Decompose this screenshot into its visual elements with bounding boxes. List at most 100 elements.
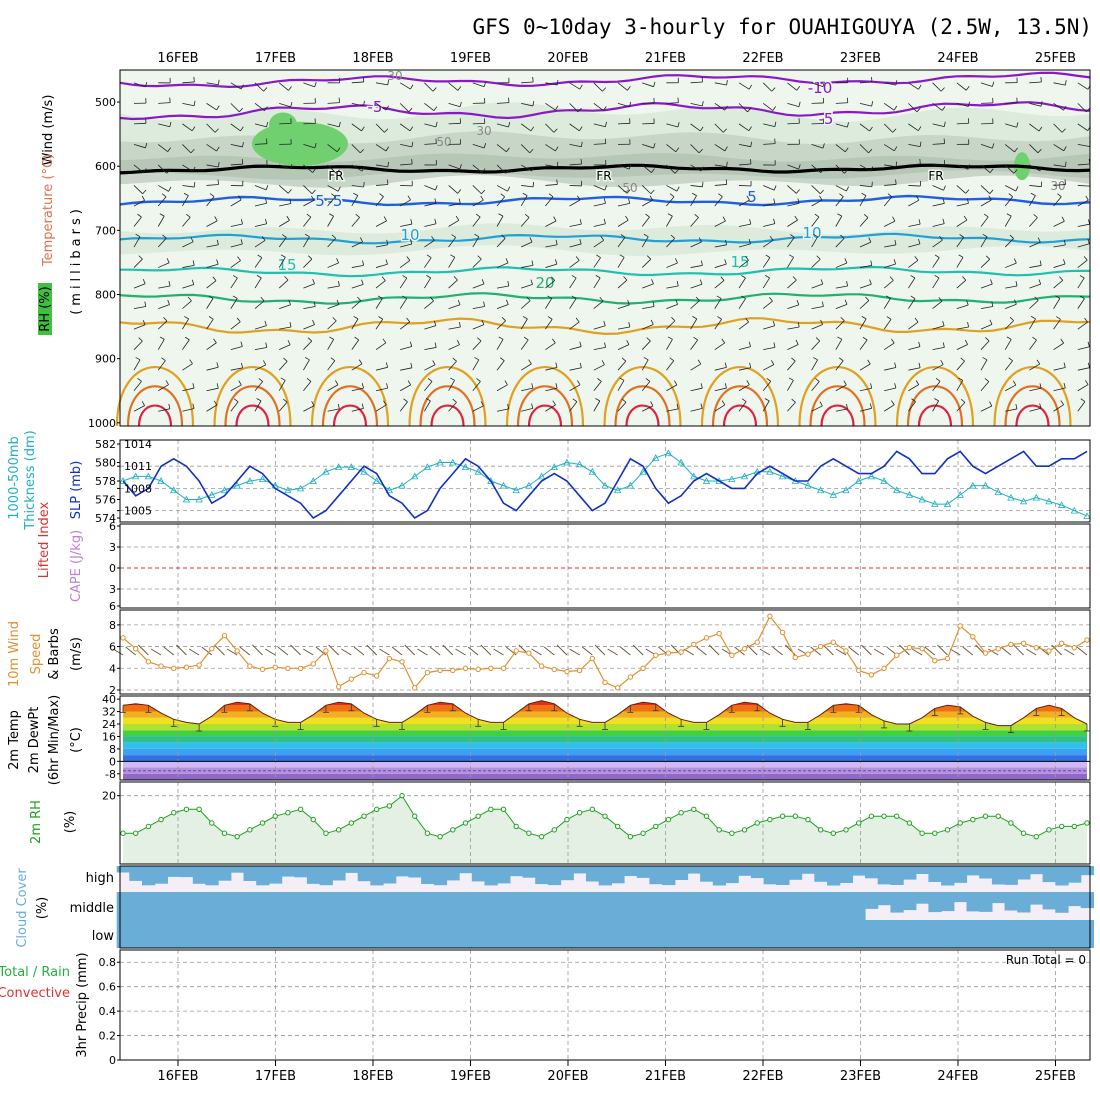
cloud-bar (522, 920, 536, 948)
wind-barb-flag (213, 338, 217, 343)
cloud-bar (801, 866, 815, 874)
wind-barb-flag (335, 380, 339, 385)
wind-barb-flag (548, 193, 554, 197)
wind-barb-flag (1055, 295, 1061, 299)
wind-speed-marker (640, 665, 646, 671)
wind-barb (593, 185, 606, 191)
wind-barb-flag (501, 317, 506, 322)
wind-barb (987, 648, 999, 656)
rh-marker (716, 827, 722, 833)
wind-barb (448, 219, 460, 227)
wind-barb (811, 324, 823, 330)
wind-barb-flag (555, 383, 558, 389)
wind-barb-flag (430, 296, 434, 302)
wind-barb-flag (885, 295, 891, 299)
wind-barb (1053, 196, 1062, 207)
cloud-bar (357, 920, 371, 948)
wind-barb (375, 404, 387, 412)
wind-barb-flag (646, 255, 652, 260)
wind-barb-flag (911, 398, 916, 402)
surface-temp-arch (993, 365, 1072, 427)
wind-barb-flag (645, 378, 651, 382)
wind-barb (617, 185, 628, 194)
wind-barb-flag (773, 218, 776, 224)
wind-barb (835, 144, 846, 153)
wind-barb (569, 277, 577, 289)
wind-barb (424, 277, 432, 289)
wind-barb (448, 326, 461, 330)
wind-barb-flag (990, 279, 993, 285)
wind-barb (593, 364, 605, 371)
wind-barb-flag (891, 400, 895, 405)
wind-barb (424, 185, 436, 191)
wind-barb-flag (604, 185, 608, 191)
contour-label: -5 (368, 98, 383, 116)
wind-barb-flag (699, 126, 704, 132)
wind-barb (962, 646, 974, 656)
wind-barb-flag (500, 193, 505, 198)
wind-barb-flag (410, 362, 413, 368)
wind-speed-marker (513, 648, 519, 654)
cloud-bar (700, 920, 714, 948)
cloud-bar (560, 892, 574, 920)
upper-tick-label: 600 (95, 160, 116, 173)
wind-barb-flag (595, 398, 601, 402)
wind-barb-flag (522, 192, 528, 196)
wind-barb (375, 366, 388, 371)
wind-speed-marker (323, 648, 329, 654)
wind-barb (328, 644, 339, 656)
cloud-bar (497, 892, 511, 920)
wind-barb (738, 223, 751, 227)
wind-barb (908, 103, 918, 113)
rh-marker (792, 813, 798, 819)
wind-barb-flag (603, 320, 606, 326)
wind-barb (569, 401, 578, 412)
wind-barb-flag (190, 148, 195, 154)
date-label-top: 19FEB (450, 51, 491, 66)
wind-barb-flag (1016, 122, 1019, 128)
rh-marker (1071, 823, 1078, 830)
date-label-bottom: 16FEB (157, 1069, 198, 1084)
wind-barb-flag (985, 255, 991, 260)
rh-marker (145, 823, 152, 830)
cloud-bar (700, 892, 714, 920)
wind-barb-flag (289, 198, 292, 204)
thickness-marker (677, 458, 685, 466)
wind-barb (1077, 346, 1090, 351)
wind-barb (690, 300, 700, 309)
cloud-bar (547, 866, 562, 886)
thickness-tick-label: 576 (95, 494, 116, 507)
wind-barb-flag (288, 299, 291, 305)
wind-barb-flag (135, 233, 141, 238)
wind-barb-flag (191, 126, 196, 132)
surface-temp-arch (614, 385, 671, 427)
wind-barb (303, 199, 315, 207)
wind-barb (593, 82, 603, 92)
cloud-bar (459, 866, 473, 874)
wind-barb (1005, 384, 1016, 392)
wind-barb (714, 144, 726, 152)
cloud-bar (167, 920, 181, 948)
thickness-marker (601, 481, 609, 489)
wind-barb (738, 260, 749, 268)
wind-barb (424, 202, 437, 207)
cloud-bar (180, 892, 194, 920)
wind-barb-flag (553, 216, 557, 222)
wind-barb (472, 216, 481, 227)
wind-barb-flag (820, 279, 824, 285)
wind-barb-flag (167, 299, 170, 305)
wind-barb (883, 319, 892, 330)
wind-barb (811, 405, 823, 412)
rh-marker (1020, 830, 1027, 836)
wind-barb-flag (481, 319, 485, 325)
wind-barb (545, 244, 558, 248)
wind-barb (617, 257, 625, 268)
wind-barb-flag (142, 278, 146, 284)
wind-barb (949, 648, 961, 656)
wind-barb (303, 258, 313, 268)
cloud-bar (421, 920, 435, 948)
wind-barb-flag (168, 281, 171, 287)
thickness-marker (918, 495, 926, 503)
wind-barb (254, 381, 263, 391)
wind-barb (303, 164, 313, 173)
